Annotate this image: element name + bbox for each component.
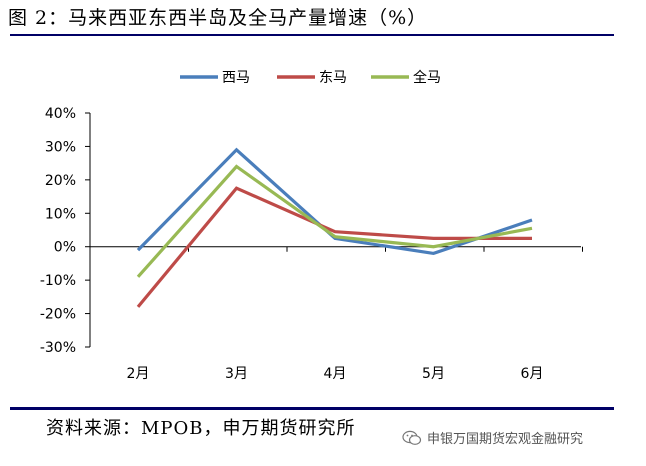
x-tick-label: 2月 [127,366,150,382]
series-line-1 [136,186,532,308]
y-tick-label: 0% [54,240,76,256]
y-tick-label: -10% [40,273,76,289]
y-tick-label: -20% [40,307,76,323]
x-tick-label: 5月 [422,366,445,382]
x-tick-label: 4月 [324,366,347,382]
y-tick-label: 20% [45,173,76,189]
legend-label: 全马 [413,69,441,86]
y-tick-label: 30% [45,139,76,155]
source-note: 资料来源：MPOB，申万期货研究所 [46,418,356,439]
legend-label: 西马 [222,70,250,86]
y-tick-label: 10% [45,206,76,222]
series-line-0 [136,147,533,256]
footer-rule [10,407,614,410]
legend-label: 东马 [319,70,347,86]
x-tick-label: 3月 [225,366,248,382]
series-line-2 [136,164,533,278]
figure-title: 图 2：马来西亚东西半岛及全马产量增速（%） [8,7,428,29]
x-tick-label: 6月 [521,366,544,382]
title-rule [10,34,614,36]
y-tick-label: 40% [45,106,76,122]
watermark: 申银万国期货宏观金融研究 [402,428,583,447]
y-tick-label: -30% [40,340,76,356]
watermark-text: 申银万国期货宏观金融研究 [427,432,584,447]
wechat-icon [402,430,422,446]
